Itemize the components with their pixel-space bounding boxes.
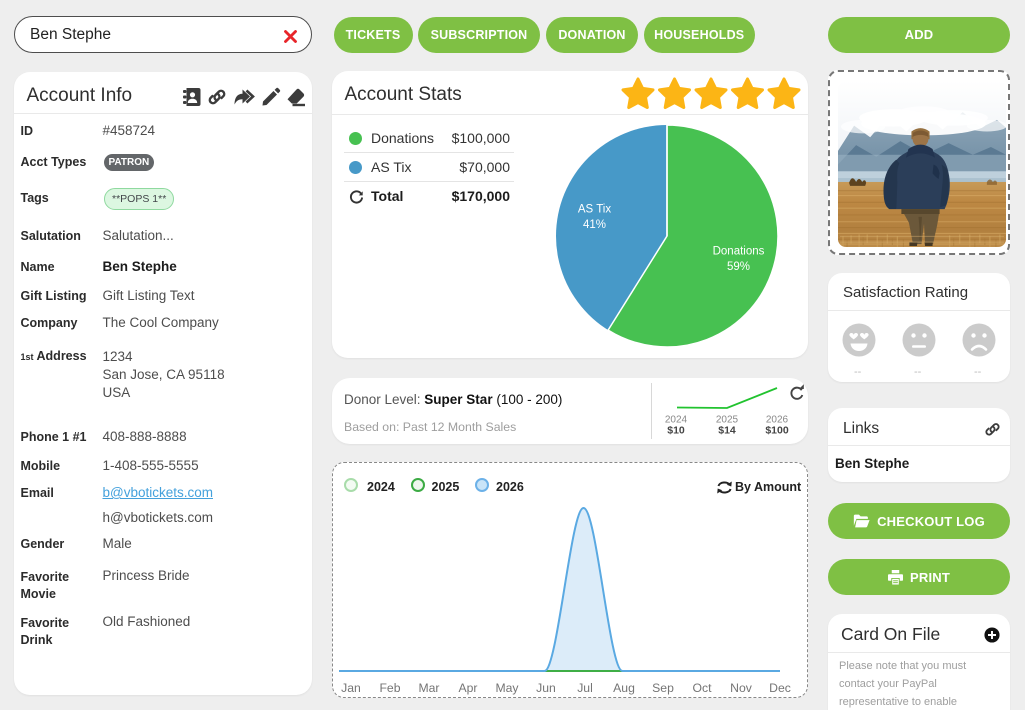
svg-text:Apr: Apr bbox=[459, 681, 478, 695]
svg-text:Jun: Jun bbox=[536, 681, 556, 695]
svg-text:Dec: Dec bbox=[769, 681, 791, 695]
svg-text:May: May bbox=[495, 681, 519, 695]
svg-text:Jan: Jan bbox=[341, 681, 361, 695]
svg-text:Donations: Donations bbox=[713, 246, 765, 258]
svg-text:$10: $10 bbox=[667, 425, 685, 437]
svg-text:Mar: Mar bbox=[419, 681, 440, 695]
svg-text:2024: 2024 bbox=[665, 415, 688, 426]
svg-text:Oct: Oct bbox=[693, 681, 713, 695]
svg-text:59%: 59% bbox=[727, 261, 750, 273]
svg-text:41%: 41% bbox=[583, 219, 606, 231]
svg-text:AS Tix: AS Tix bbox=[578, 204, 611, 216]
svg-text:Feb: Feb bbox=[379, 681, 400, 695]
svg-text:$100: $100 bbox=[765, 425, 789, 437]
svg-text:Jul: Jul bbox=[577, 681, 593, 695]
svg-text:Aug: Aug bbox=[613, 681, 635, 695]
svg-text:Sep: Sep bbox=[652, 681, 674, 695]
svg-text:2026: 2026 bbox=[766, 415, 789, 426]
svg-text:2025: 2025 bbox=[716, 415, 739, 426]
svg-text:$14: $14 bbox=[718, 425, 736, 437]
svg-text:Nov: Nov bbox=[730, 681, 753, 695]
